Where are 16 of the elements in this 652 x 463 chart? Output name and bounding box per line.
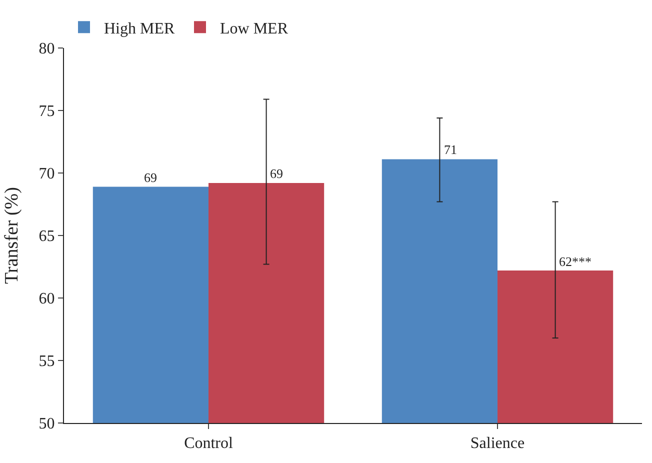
y-tick-label: 75 (38, 103, 55, 120)
y-tick-label: 50 (38, 416, 55, 433)
data-label: 62*** (559, 254, 592, 269)
legend-label: Low MER (220, 20, 288, 38)
data-label: 71 (444, 142, 457, 157)
y-tick-label: 80 (38, 40, 55, 58)
x-tick-label: Salience (470, 435, 525, 452)
y-tick-label: 70 (38, 166, 55, 183)
y-tick-label: 65 (38, 228, 55, 246)
y-axis-title: Transfer (%) (2, 187, 23, 284)
legend-label: High MER (104, 20, 175, 38)
x-tick-label: Control (184, 435, 234, 452)
y-tick-label: 55 (38, 353, 55, 370)
data-label: 69 (144, 170, 157, 185)
data-label: 69 (270, 166, 283, 181)
y-tick-label: 60 (38, 290, 55, 308)
